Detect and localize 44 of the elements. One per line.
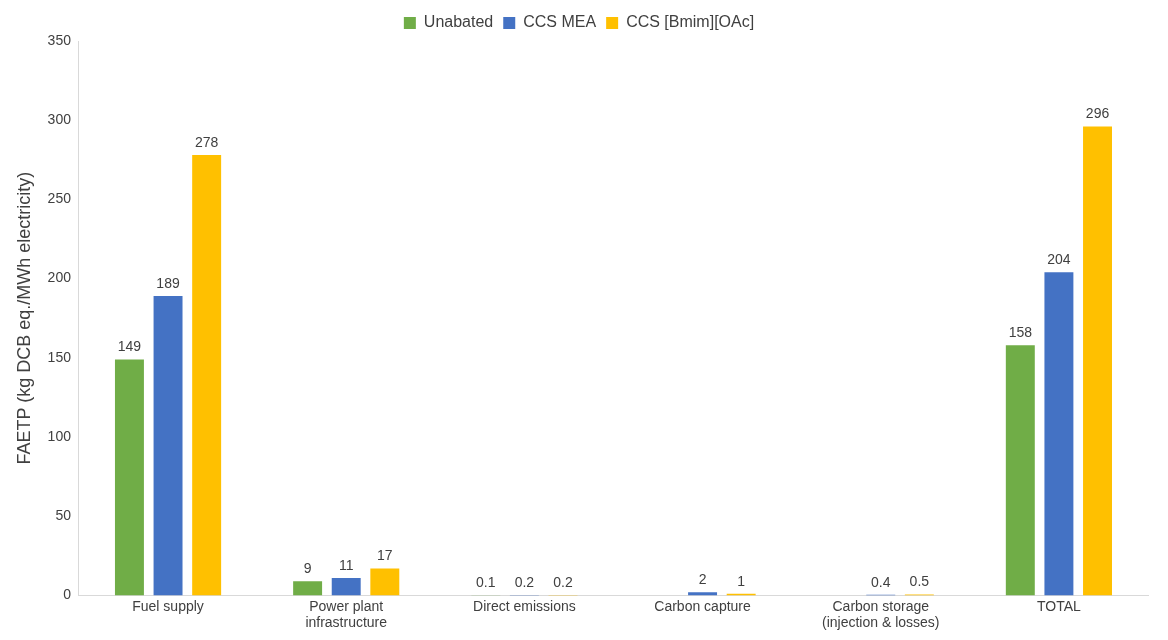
data-label: 0.2 (553, 573, 573, 590)
bar (688, 592, 718, 596)
x-tick-label: Carbon storage (injection & losses) (821, 597, 940, 631)
x-tick-label: Fuel supply (132, 597, 204, 614)
data-label: 11 (338, 556, 354, 573)
data-label: 0.4 (871, 573, 891, 590)
bar (370, 568, 400, 596)
y-tick-label: 150 (47, 348, 72, 365)
data-label: 1 (737, 572, 746, 589)
data-label: 278 (194, 133, 219, 150)
y-tick-label: 200 (47, 269, 72, 286)
data-label: 0.1 (476, 574, 496, 591)
data-label: 189 (156, 274, 180, 291)
data-label: 149 (117, 338, 142, 355)
x-tick-label: TOTAL (1037, 597, 1082, 614)
bar (114, 359, 144, 596)
data-label: 0.2 (514, 573, 535, 590)
legend-label: Unabated (423, 13, 494, 31)
data-label: 204 (1047, 251, 1071, 268)
y-axis-title: FAETP (kg DCB eq./MWh electricity) (13, 171, 34, 465)
x-tick-label: Carbon capture (654, 597, 752, 614)
bar (192, 155, 222, 596)
legend-label: CCS [Bmim][OAc] (626, 13, 755, 31)
bar (1005, 345, 1035, 596)
x-tick-label: Direct emissions (473, 597, 576, 614)
x-tick-label: Power plant infrastructure (305, 597, 388, 631)
bar (331, 577, 361, 596)
bar (293, 581, 323, 596)
y-tick-label: 100 (47, 427, 72, 444)
bar (153, 296, 183, 596)
y-tick-label: 50 (55, 507, 72, 524)
legend-label: CCS MEA (523, 13, 597, 31)
data-label: 0.5 (909, 573, 930, 590)
data-label: 2 (698, 571, 707, 588)
bar (1044, 272, 1074, 596)
y-tick-label: 350 (47, 31, 72, 48)
y-tick-label: 300 (47, 111, 72, 128)
data-label: 158 (1008, 323, 1033, 340)
data-label: 296 (1085, 105, 1110, 122)
data-label: 9 (303, 560, 312, 576)
data-label: 17 (377, 547, 393, 564)
bar (1083, 126, 1112, 596)
y-tick-label: 250 (47, 190, 72, 207)
y-tick-label: 0 (63, 586, 72, 603)
